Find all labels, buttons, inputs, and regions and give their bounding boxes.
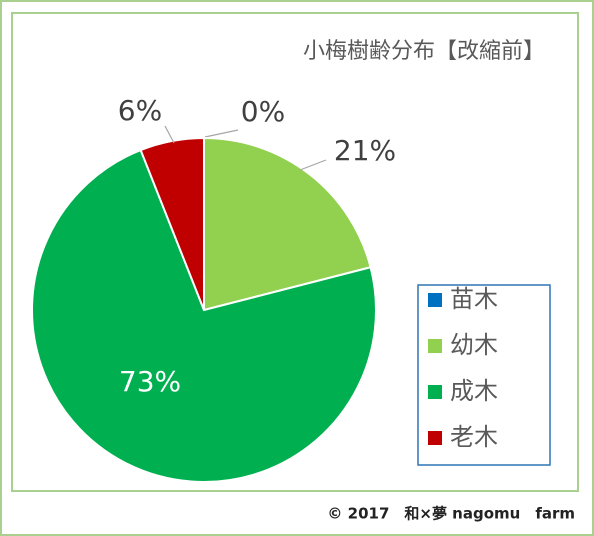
- data-label: 6%: [118, 94, 162, 127]
- legend-label: 成木: [450, 377, 498, 405]
- data-label: 0%: [241, 95, 285, 128]
- data-label: 73%: [119, 365, 181, 398]
- legend-swatch: [428, 293, 442, 307]
- legend-label: 苗木: [450, 285, 498, 313]
- legend-swatch: [428, 339, 442, 353]
- legend-swatch: [428, 385, 442, 399]
- leader-line: [299, 159, 327, 171]
- footer: © 2017 和×夢 nagomu farm: [327, 505, 575, 523]
- pie-slice: [203, 136, 372, 312]
- chart-title: 小梅樹齢分布【改縮前】: [303, 39, 545, 64]
- legend-label: 幼木: [450, 331, 498, 359]
- legend-swatch: [428, 431, 442, 445]
- legend-label: 老木: [450, 423, 498, 451]
- pie-slice: [31, 148, 377, 483]
- leader-line: [164, 125, 175, 144]
- data-label: 21%: [334, 134, 396, 167]
- leader-line: [204, 129, 239, 138]
- pie-slice: [139, 136, 205, 311]
